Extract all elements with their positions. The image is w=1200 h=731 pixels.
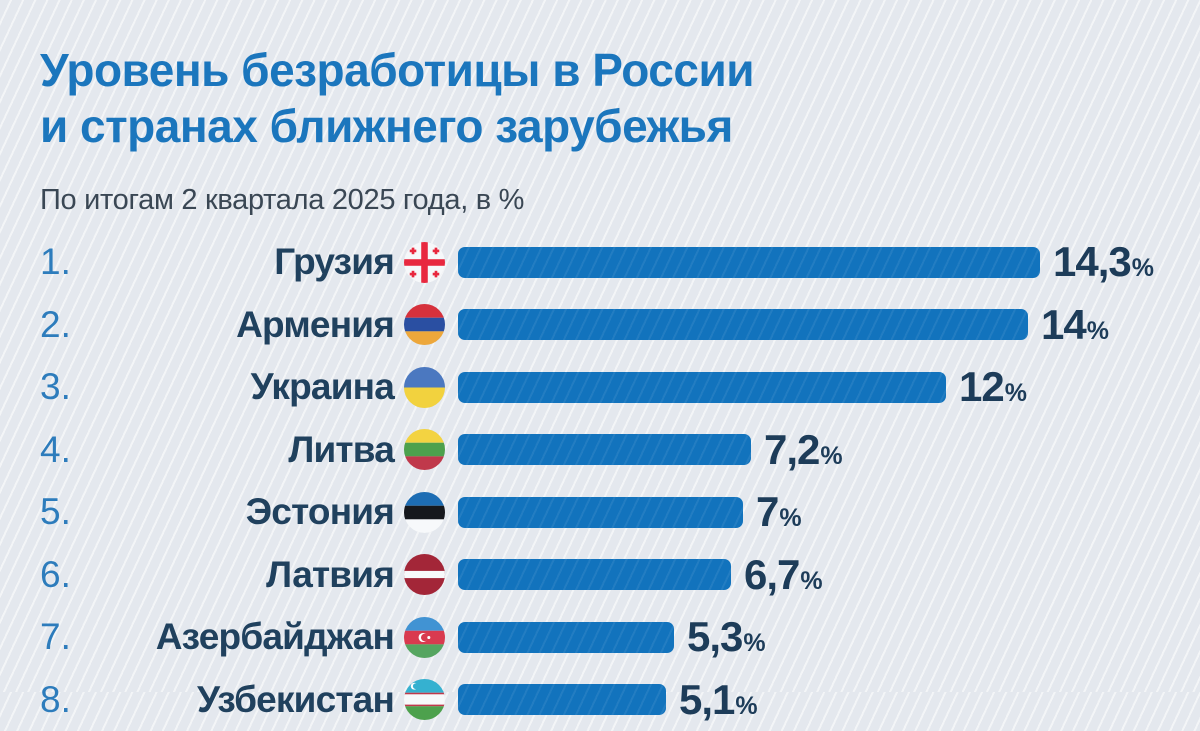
lithuania-flag-icon [404, 429, 445, 471]
percent-sign: % [1086, 316, 1109, 345]
georgia-flag-icon [404, 241, 445, 283]
value-bar [458, 434, 751, 466]
country-row: 5. Эстония 7% [40, 481, 1170, 544]
country-name: Армения [236, 303, 395, 345]
country-name: Эстония [245, 491, 395, 533]
country-name: Латвия [266, 553, 395, 595]
country-row: 6. Латвия 6,7% [40, 544, 1170, 607]
country-name: Литва [288, 428, 394, 470]
armenia-flag-icon [404, 304, 445, 346]
country-name: Узбекистан [197, 678, 395, 720]
page-title: Уровень безработицы в России и странах б… [40, 42, 1170, 154]
country-row: 4. Литва 7,2% [40, 419, 1170, 482]
ukraine-flag-icon [404, 366, 445, 408]
bar-chart: 1. Грузия 14,3% 2. Армения 14% 3. Украин… [40, 231, 1170, 731]
percent-sign: % [800, 566, 823, 595]
value-bar [458, 684, 666, 716]
value-bar [458, 371, 946, 403]
country-row: 7. Азербайджан 5,3% [40, 606, 1170, 669]
value-label: 7,2% [764, 426, 843, 474]
title-line-1: Уровень безработицы в России [40, 44, 755, 96]
value-number: 14,3 [1053, 238, 1132, 286]
value-label: 7% [756, 488, 802, 536]
percent-sign: % [1131, 254, 1154, 283]
value-label: 6,7% [744, 551, 823, 599]
chart-subtitle: По итогам 2 квартала 2025 года, в % [40, 184, 525, 217]
country-name: Украина [250, 366, 395, 408]
value-number: 7 [756, 488, 779, 536]
rank-label: 2. [40, 303, 71, 345]
percent-sign: % [735, 691, 758, 720]
value-number: 14 [1041, 300, 1087, 348]
value-bar [458, 246, 1040, 278]
rank-label: 6. [40, 553, 71, 595]
latvia-flag-icon [404, 554, 445, 596]
value-label: 14% [1041, 301, 1109, 349]
percent-sign: % [743, 629, 766, 658]
rank-label: 5. [40, 491, 71, 533]
estonia-flag-icon [404, 491, 445, 533]
country-row: 8. Узбекистан 5,1% [40, 669, 1170, 731]
value-bar [458, 559, 731, 591]
value-label: 12% [959, 363, 1027, 411]
value-label: 5,3% [687, 613, 766, 661]
rank-label: 3. [40, 366, 71, 408]
percent-sign: % [779, 504, 802, 533]
country-row: 1. Грузия 14,3% [40, 231, 1170, 294]
value-number: 12 [959, 363, 1005, 411]
value-bar [458, 309, 1028, 341]
value-bar [458, 496, 743, 528]
rank-label: 4. [40, 428, 71, 470]
country-name: Азербайджан [155, 616, 395, 658]
percent-sign: % [820, 441, 843, 470]
value-number: 5,3 [687, 613, 743, 661]
value-label: 5,1% [679, 676, 758, 724]
value-number: 6,7 [744, 550, 800, 598]
value-bar [458, 621, 674, 653]
unemployment-infographic: Уровень безработицы в России и странах б… [40, 42, 1170, 723]
azerbaijan-flag-icon [404, 616, 445, 658]
percent-sign: % [1004, 379, 1027, 408]
country-row: 3. Украина 12% [40, 356, 1170, 419]
rank-label: 8. [40, 678, 71, 720]
rank-label: 7. [40, 616, 71, 658]
value-label: 14,3% [1053, 238, 1154, 286]
rank-label: 1. [40, 241, 71, 283]
title-line-2: и странах ближнего зарубежья [40, 100, 733, 153]
country-name: Грузия [274, 241, 395, 283]
country-row: 2. Армения 14% [40, 294, 1170, 357]
value-number: 7,2 [764, 425, 820, 473]
value-number: 5,1 [679, 675, 735, 723]
uzbekistan-flag-icon [404, 679, 445, 721]
